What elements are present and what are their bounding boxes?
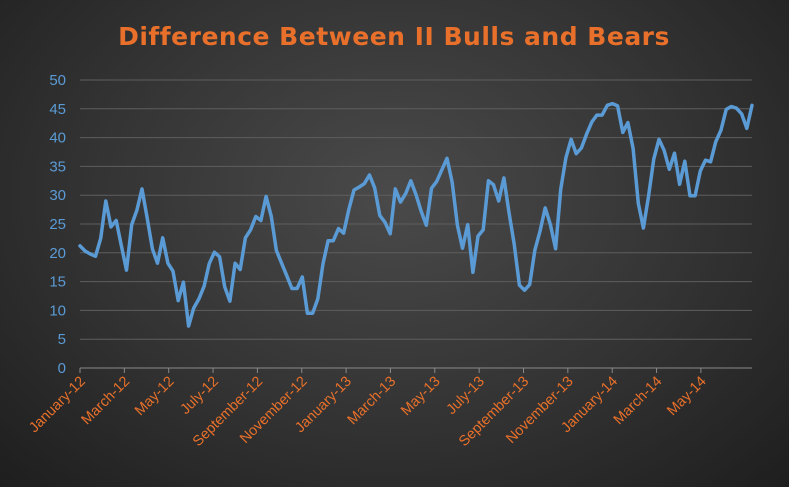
x-tick-label: March-12	[79, 374, 134, 429]
y-axis-tick-labels: 0 5 10 15 20 25 30 35 40 45 50	[49, 72, 66, 377]
x-tick-label: March-14	[611, 374, 666, 429]
y-tick-label: 35	[49, 158, 66, 175]
y-tick-label: 5	[58, 331, 66, 348]
y-tick-label: 50	[49, 72, 66, 89]
x-tick-label: July-12	[178, 374, 222, 418]
y-tick-label: 40	[49, 130, 66, 147]
y-tick-label: 15	[49, 274, 66, 291]
x-tick-label: May-12	[132, 374, 178, 420]
y-tick-label: 10	[49, 302, 66, 319]
series-layer	[78, 101, 754, 328]
y-tick-label: 45	[49, 101, 66, 118]
y-tick-label: 0	[58, 360, 66, 377]
y-tick-label: 20	[49, 245, 66, 262]
series-line	[78, 101, 754, 328]
gridlines	[80, 79, 752, 340]
x-tick-label: May-13	[398, 374, 444, 420]
chart-title: Difference Between II Bulls and Bears	[118, 22, 670, 51]
y-tick-label: 25	[49, 216, 66, 233]
x-tick-label: May-14	[664, 374, 710, 420]
x-tick-label: March-13	[345, 374, 400, 429]
x-tick-label: July-13	[444, 374, 488, 418]
x-tick-label: January-12	[26, 374, 89, 437]
y-tick-label: 30	[49, 187, 66, 204]
